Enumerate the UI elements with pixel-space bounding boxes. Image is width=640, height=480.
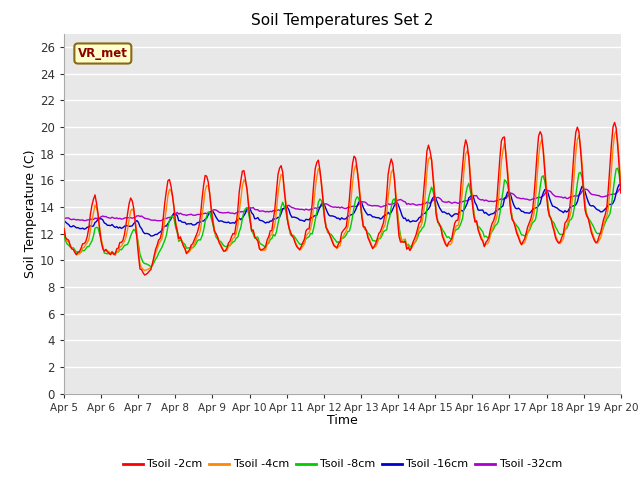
Y-axis label: Soil Temperature (C): Soil Temperature (C) <box>24 149 37 278</box>
X-axis label: Time: Time <box>327 414 358 427</box>
Title: Soil Temperatures Set 2: Soil Temperatures Set 2 <box>252 13 433 28</box>
Text: VR_met: VR_met <box>78 47 128 60</box>
Legend: Tsoil -2cm, Tsoil -4cm, Tsoil -8cm, Tsoil -16cm, Tsoil -32cm: Tsoil -2cm, Tsoil -4cm, Tsoil -8cm, Tsoi… <box>118 455 566 474</box>
